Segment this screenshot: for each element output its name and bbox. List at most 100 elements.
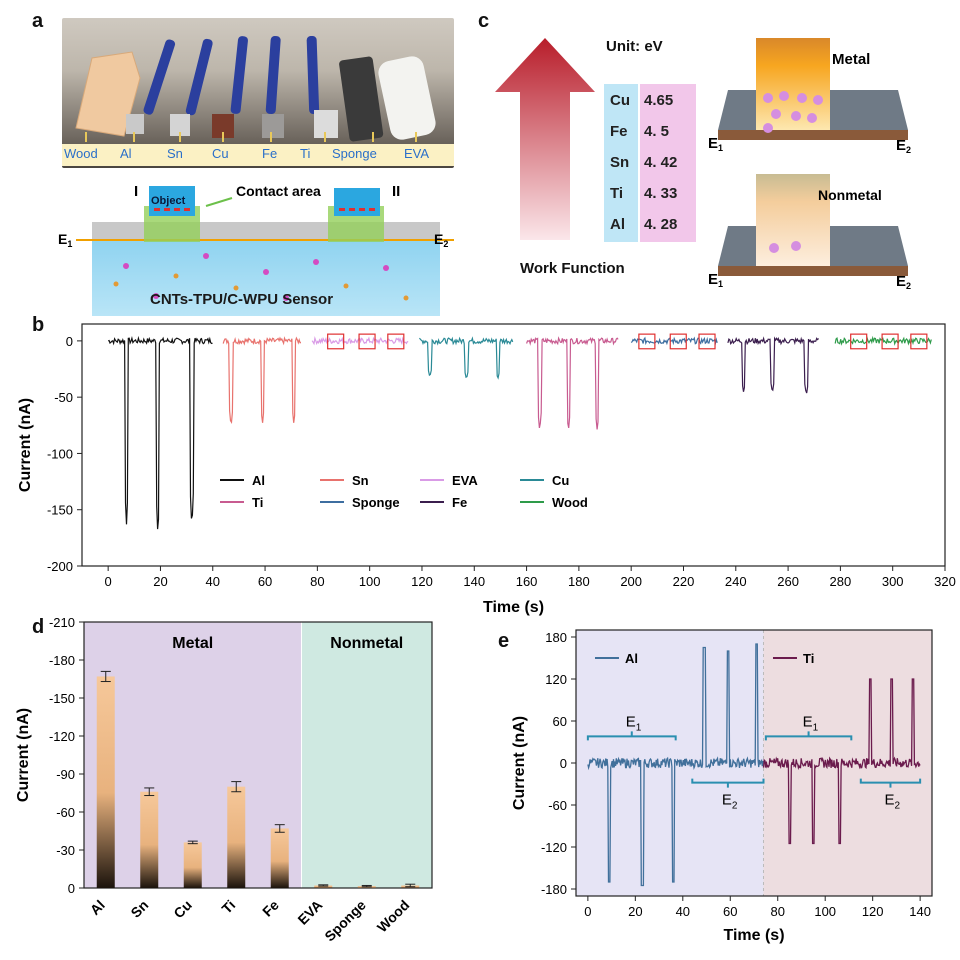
nonmetal-e1: E1 bbox=[708, 271, 723, 289]
brace-subscript: 1 bbox=[636, 722, 642, 733]
brace bbox=[764, 731, 853, 741]
y-tick-label: -100 bbox=[47, 446, 73, 461]
plot-frame bbox=[83, 621, 433, 889]
electrode-e1: E1 bbox=[58, 231, 72, 249]
object-block-2 bbox=[334, 188, 380, 216]
bar-fe bbox=[270, 828, 289, 888]
x-tick-label: Sn bbox=[127, 897, 151, 921]
contact-area-label: Contact area bbox=[236, 183, 321, 199]
sample-label-sponge: Sponge bbox=[332, 146, 377, 161]
sample-label-sn: Sn bbox=[167, 146, 183, 161]
x-tick-label: 0 bbox=[584, 904, 591, 919]
sensor-schematic: Object I II Contact area E1 E2 CNTs-TPU/… bbox=[58, 183, 454, 316]
highlight-box bbox=[698, 333, 716, 350]
x-tick-label: Al bbox=[87, 897, 108, 918]
x-tick-label: 20 bbox=[628, 904, 642, 919]
samples-photo-drawing bbox=[75, 35, 436, 142]
series-line-ti bbox=[762, 678, 921, 845]
sensor-label: CNTs-TPU/C-WPU Sensor bbox=[150, 291, 333, 308]
x-tick-label: 200 bbox=[620, 574, 642, 589]
legend-label-sponge: Sponge bbox=[352, 495, 400, 510]
wf-value: 4. 42 bbox=[644, 154, 678, 171]
contact-pointer bbox=[205, 197, 233, 207]
brace-letter: E bbox=[722, 792, 732, 809]
metal-label: Metal bbox=[832, 51, 870, 68]
y-tick-label: -60 bbox=[56, 805, 75, 820]
series-line-al bbox=[587, 643, 764, 887]
brace-subscript: 1 bbox=[813, 722, 819, 733]
electrode-e2: E2 bbox=[434, 231, 448, 249]
panel-letter-e: e bbox=[498, 630, 510, 652]
y-tick-label: 0 bbox=[68, 881, 75, 896]
x-tick-label: 140 bbox=[909, 904, 931, 919]
y-tick-label: 180 bbox=[545, 630, 567, 645]
brace-subscript: 2 bbox=[894, 801, 900, 812]
panel-letter-c: c bbox=[478, 10, 490, 32]
brace bbox=[859, 778, 922, 788]
legend-label-al: Al bbox=[252, 473, 265, 488]
foam-layer bbox=[92, 240, 440, 316]
x-tick-label: 220 bbox=[673, 574, 695, 589]
metal-e2: E2 bbox=[896, 137, 911, 155]
wf-element: Al bbox=[610, 216, 625, 233]
series-line-al bbox=[107, 335, 213, 530]
brace-letter: E bbox=[626, 713, 636, 730]
group-label: Metal bbox=[172, 635, 213, 652]
wf-element: Cu bbox=[610, 92, 630, 109]
x-tick-label: 20 bbox=[153, 574, 167, 589]
x-tick-label: 300 bbox=[882, 574, 904, 589]
wf-element: Ti bbox=[610, 185, 624, 202]
x-tick-label: 80 bbox=[310, 574, 324, 589]
x-tick-label: Cu bbox=[170, 897, 195, 922]
group-label: Nonmetal bbox=[330, 635, 403, 652]
wf-value: 4.65 bbox=[644, 92, 674, 109]
brace-label: E2 bbox=[884, 792, 900, 812]
nonmetal-block bbox=[756, 174, 830, 266]
y-tick-label: -150 bbox=[47, 503, 73, 518]
brace-letter: E bbox=[884, 792, 894, 809]
series-line-cu bbox=[418, 336, 514, 380]
sample-label-ti: Ti bbox=[300, 146, 311, 161]
brace-label: E2 bbox=[722, 792, 738, 812]
highlight-box bbox=[881, 333, 899, 350]
x-tick-label: EVA bbox=[294, 897, 325, 928]
x-tick-label: 60 bbox=[258, 574, 272, 589]
y-axis-label: Current (nA) bbox=[15, 708, 32, 802]
nonmetal-e2: E2 bbox=[896, 273, 911, 291]
highlight-box bbox=[387, 333, 405, 350]
legend-label-ti: Ti bbox=[803, 651, 814, 666]
y-tick-label: 120 bbox=[545, 672, 567, 687]
bar-sn bbox=[140, 791, 159, 888]
bar-ti bbox=[227, 786, 246, 888]
brace-subscript: 2 bbox=[732, 801, 738, 812]
brace-label: E1 bbox=[803, 713, 819, 733]
chart-b: 0 20 40 60 80 100 120 140 160 180 200 220 240 260 280 3… bbox=[17, 323, 956, 616]
x-tick-label: 240 bbox=[725, 574, 747, 589]
highlight-box bbox=[327, 333, 345, 350]
bar-cu bbox=[183, 842, 202, 888]
x-tick-label: 120 bbox=[862, 904, 884, 919]
series-line-ti bbox=[526, 336, 619, 430]
work-function-value-column bbox=[640, 84, 696, 242]
brace-label: E1 bbox=[626, 713, 642, 733]
unit-label: Unit: eV bbox=[606, 38, 663, 55]
x-tick-label: 60 bbox=[723, 904, 737, 919]
brace bbox=[691, 778, 765, 788]
y-tick-label: -150 bbox=[49, 691, 75, 706]
sample-label-cu: Cu bbox=[212, 146, 229, 161]
y-tick-label: -120 bbox=[49, 729, 75, 744]
panel-letter-d: d bbox=[32, 616, 45, 638]
work-function-arrow bbox=[495, 38, 595, 240]
y-tick-label: -200 bbox=[47, 559, 73, 574]
sensor-fibers-bottom bbox=[718, 266, 908, 276]
panel-letter-b: b bbox=[32, 314, 45, 336]
chart-e: 0 20 40 60 80 100 120 140 180 120 60 0 -60 -120 -180 Ti… bbox=[511, 629, 933, 944]
brace-letter: E bbox=[803, 713, 813, 730]
sample-label-eva: EVA bbox=[404, 146, 430, 161]
y-tick-label: 60 bbox=[553, 714, 567, 729]
plot-frame bbox=[81, 323, 946, 567]
sample-label-strip bbox=[62, 144, 454, 166]
y-tick-label: -60 bbox=[548, 798, 567, 813]
x-tick-label: 320 bbox=[934, 574, 956, 589]
series-line-eva bbox=[311, 335, 409, 346]
